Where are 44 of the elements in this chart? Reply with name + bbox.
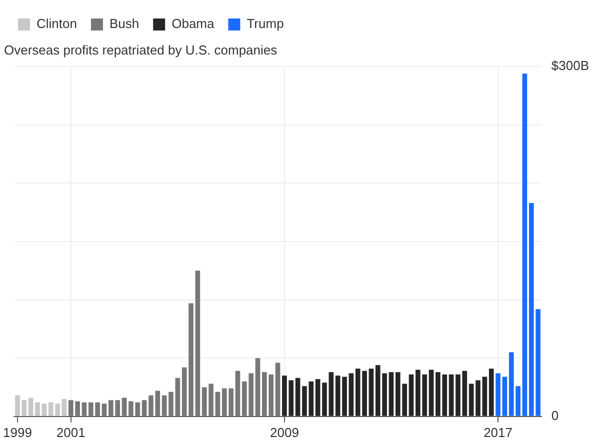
bar xyxy=(496,373,500,416)
legend-label: Clinton xyxy=(36,16,77,32)
x-tick-label: 2017 xyxy=(484,424,512,440)
bar xyxy=(102,404,107,416)
bar xyxy=(428,370,434,416)
x-tick-label: 1999 xyxy=(3,424,32,440)
bar xyxy=(42,404,47,416)
x-tick-label: 2009 xyxy=(270,424,299,440)
bar xyxy=(315,379,320,416)
bar xyxy=(368,368,374,416)
bar xyxy=(476,380,480,416)
legend-label: Bush xyxy=(109,16,140,32)
bar xyxy=(348,373,354,416)
chart-title: Overseas profits repatriated by U.S. companies xyxy=(4,42,278,58)
y-tick-label: $300B xyxy=(551,58,590,74)
bar xyxy=(488,368,494,416)
bar xyxy=(482,376,488,416)
bar xyxy=(522,74,528,416)
bar xyxy=(295,378,300,416)
bar xyxy=(448,374,454,416)
bar xyxy=(122,398,127,416)
bar xyxy=(255,358,260,416)
bar xyxy=(275,362,280,416)
bar xyxy=(82,402,87,416)
bar xyxy=(322,382,327,416)
bar xyxy=(35,402,40,416)
bar xyxy=(142,400,147,416)
x-tick-label: 2001 xyxy=(56,424,86,440)
bar xyxy=(168,392,174,416)
bar xyxy=(195,270,200,416)
bar xyxy=(215,392,220,416)
bar xyxy=(468,384,474,416)
bar xyxy=(408,374,414,416)
bar xyxy=(235,370,240,416)
legend-label: Trump xyxy=(246,16,284,32)
bar xyxy=(388,372,394,416)
bar xyxy=(328,372,334,416)
bar xyxy=(175,378,180,416)
bar xyxy=(28,398,34,416)
bar xyxy=(162,395,167,416)
bar xyxy=(502,376,508,416)
legend-label: Obama xyxy=(172,16,215,32)
bar xyxy=(62,398,67,416)
y-tick-label: 0 xyxy=(551,408,559,423)
